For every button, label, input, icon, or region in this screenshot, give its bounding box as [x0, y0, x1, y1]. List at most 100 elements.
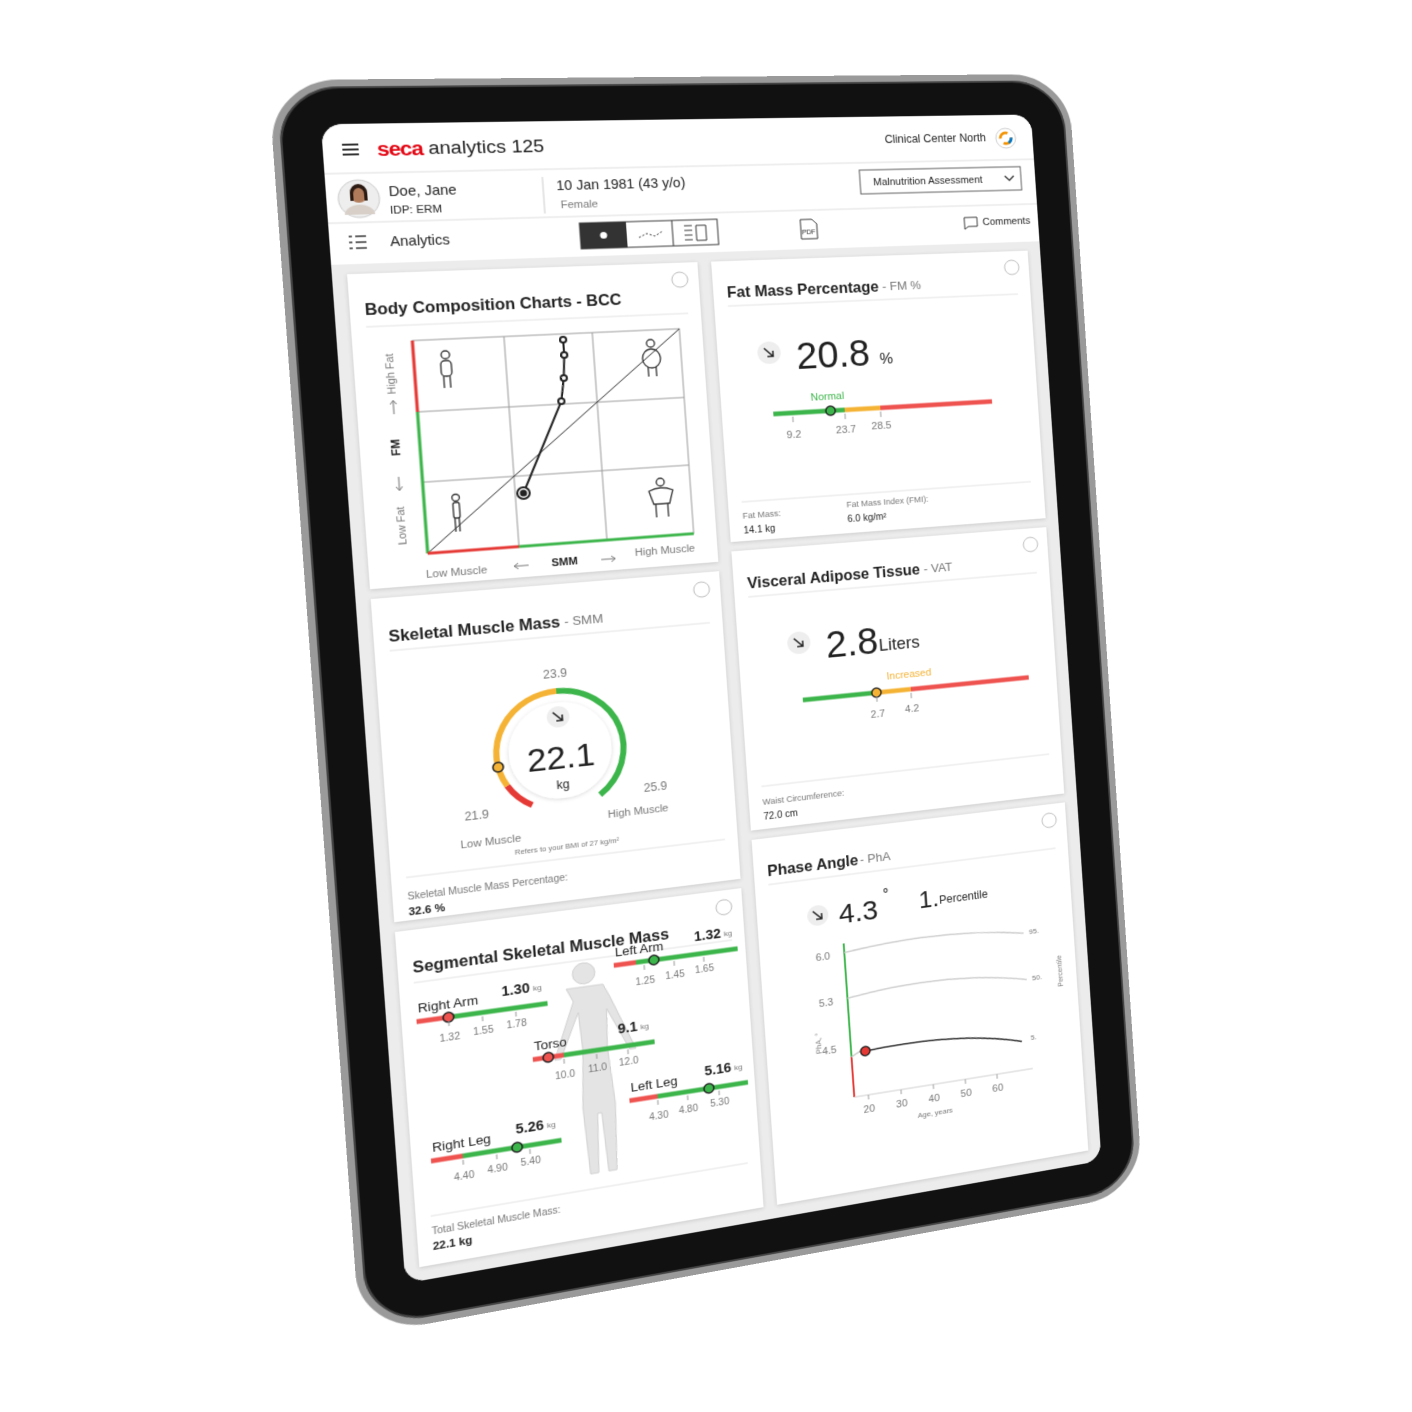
- segment-value: 1.32: [694, 926, 722, 944]
- text: Fat Mass Percentage - FM %: [726, 276, 921, 301]
- pha-curves: 5.: [1030, 1033, 1037, 1042]
- segment-tick-label: 1.32: [439, 1031, 460, 1045]
- vat-unit: Liters: [878, 633, 920, 655]
- rect: [751, 802, 1089, 1205]
- vat-abbr: - VAT: [923, 559, 953, 575]
- smm-unit: kg: [556, 777, 570, 792]
- segment-tick-label: 12.0: [619, 1055, 639, 1068]
- comments-button[interactable]: [964, 217, 977, 229]
- rect: [859, 167, 1021, 194]
- footer-value: 6.0 kg/m²: [847, 511, 887, 524]
- pha-yticks: 4.5: [822, 1043, 838, 1057]
- segment-tick-label: 5.40: [520, 1154, 541, 1168]
- tablet: seca analytics 125 Clinical Center North…: [268, 74, 1144, 1337]
- circle: [349, 186, 368, 203]
- view-switch[interactable]: [579, 219, 718, 249]
- segment-tick-label: 10.0: [555, 1068, 576, 1082]
- segment-tick-label: 1.78: [506, 1017, 527, 1031]
- footer-value: 32.6 %: [408, 901, 446, 918]
- fm-abbr: - FM %: [882, 277, 922, 292]
- vat-status: Increased: [886, 666, 931, 682]
- path: [878, 689, 910, 692]
- segment-unit: kg: [640, 1021, 649, 1031]
- circle: [871, 688, 881, 698]
- pha-curve-label: Percentile: [1054, 955, 1064, 988]
- circle: [825, 406, 835, 416]
- segment-tick-label: 4.80: [679, 1103, 699, 1116]
- segment-unit: kg: [734, 1062, 743, 1072]
- path: [964, 217, 977, 229]
- path: [349, 183, 368, 201]
- segment-unit: kg: [723, 928, 732, 938]
- pha-xticks: 60: [992, 1081, 1004, 1094]
- circle: [505, 697, 615, 804]
- footer-value: 14.1 kg: [743, 523, 775, 536]
- segment-name: Torso: [533, 1035, 567, 1054]
- toolbar-export: PDF: [802, 228, 816, 236]
- pha-xticks: 50: [960, 1086, 972, 1100]
- circle: [521, 491, 527, 496]
- rect: [711, 250, 1046, 543]
- vat-ticks: 2.7: [870, 707, 885, 720]
- vat-value: 2.8: [824, 620, 879, 666]
- fm-ticks: 23.7: [836, 423, 857, 436]
- circle: [561, 375, 568, 381]
- segment-tick-label: 11.0: [588, 1061, 608, 1074]
- segment-value: 5.16: [704, 1060, 732, 1079]
- avatar: [337, 180, 381, 218]
- segment-marker: [649, 955, 660, 966]
- pha-value: 4.3: [838, 894, 879, 930]
- segment-name: Left Arm: [614, 939, 663, 959]
- segment-value: 9.1: [617, 1019, 638, 1037]
- toolbar-section: Analytics: [390, 232, 451, 249]
- footer-value: 72.0 cm: [763, 808, 798, 822]
- fm-ticks: 9.2: [786, 428, 801, 441]
- gauge-marker: [493, 762, 504, 773]
- patient-sex: Female: [560, 197, 599, 210]
- path: [845, 408, 881, 410]
- fm-title: Fat Mass Percentage: [726, 277, 879, 300]
- bcc-high-muscle: High Muscle: [634, 542, 695, 559]
- line: [542, 177, 545, 213]
- circle: [561, 352, 568, 358]
- segment-marker: [543, 1052, 554, 1063]
- segment-unit: kg: [533, 983, 543, 993]
- footer-label: Fat Mass:: [742, 509, 781, 521]
- pha-abbr: - PhA: [860, 848, 892, 865]
- pha-yticks: 5.3: [818, 996, 834, 1010]
- header-clinic: Clinical Center North: [884, 131, 986, 145]
- circle: [558, 398, 565, 404]
- segment-tick-label: 4.30: [649, 1109, 669, 1123]
- pha-y-label: PhA, °: [813, 1032, 823, 1054]
- patient-assessment: Malnutrition Assessment: [873, 174, 984, 188]
- fm-value: 20.8: [795, 333, 871, 378]
- header-brand: seca: [376, 136, 425, 160]
- bcc-high-fat: High Fat: [382, 353, 399, 395]
- segment-tick-label: 1.25: [635, 974, 655, 987]
- segment-value: 1.30: [501, 980, 530, 999]
- rect: [731, 527, 1065, 831]
- header-product: analytics 125: [428, 136, 545, 159]
- rect: [347, 262, 719, 590]
- rect: [394, 888, 764, 1268]
- pha-curves: 50.: [1032, 973, 1042, 983]
- fm-ticks: 28.5: [871, 419, 892, 432]
- segment-tick-label: 4.40: [454, 1169, 475, 1183]
- segment-tick-label: 4.90: [487, 1162, 508, 1176]
- smm-low: 21.9: [464, 807, 489, 823]
- rect: [579, 221, 628, 249]
- segment-tick-label: 5.30: [710, 1096, 730, 1109]
- pha-xticks: 40: [928, 1091, 940, 1105]
- path: [344, 204, 376, 215]
- list-icon: [349, 236, 367, 248]
- segment-tick-label: 1.45: [665, 968, 685, 981]
- vat-ticks: 4.2: [905, 702, 920, 715]
- assessment-dropdown[interactable]: [859, 167, 1021, 194]
- rect: [320, 114, 1034, 174]
- smm-value: 22.1: [526, 736, 596, 779]
- pha-curves: 95.: [1029, 926, 1039, 936]
- smm-abbr: - SMM: [564, 610, 604, 627]
- pha-percentile: 1.: [918, 885, 940, 914]
